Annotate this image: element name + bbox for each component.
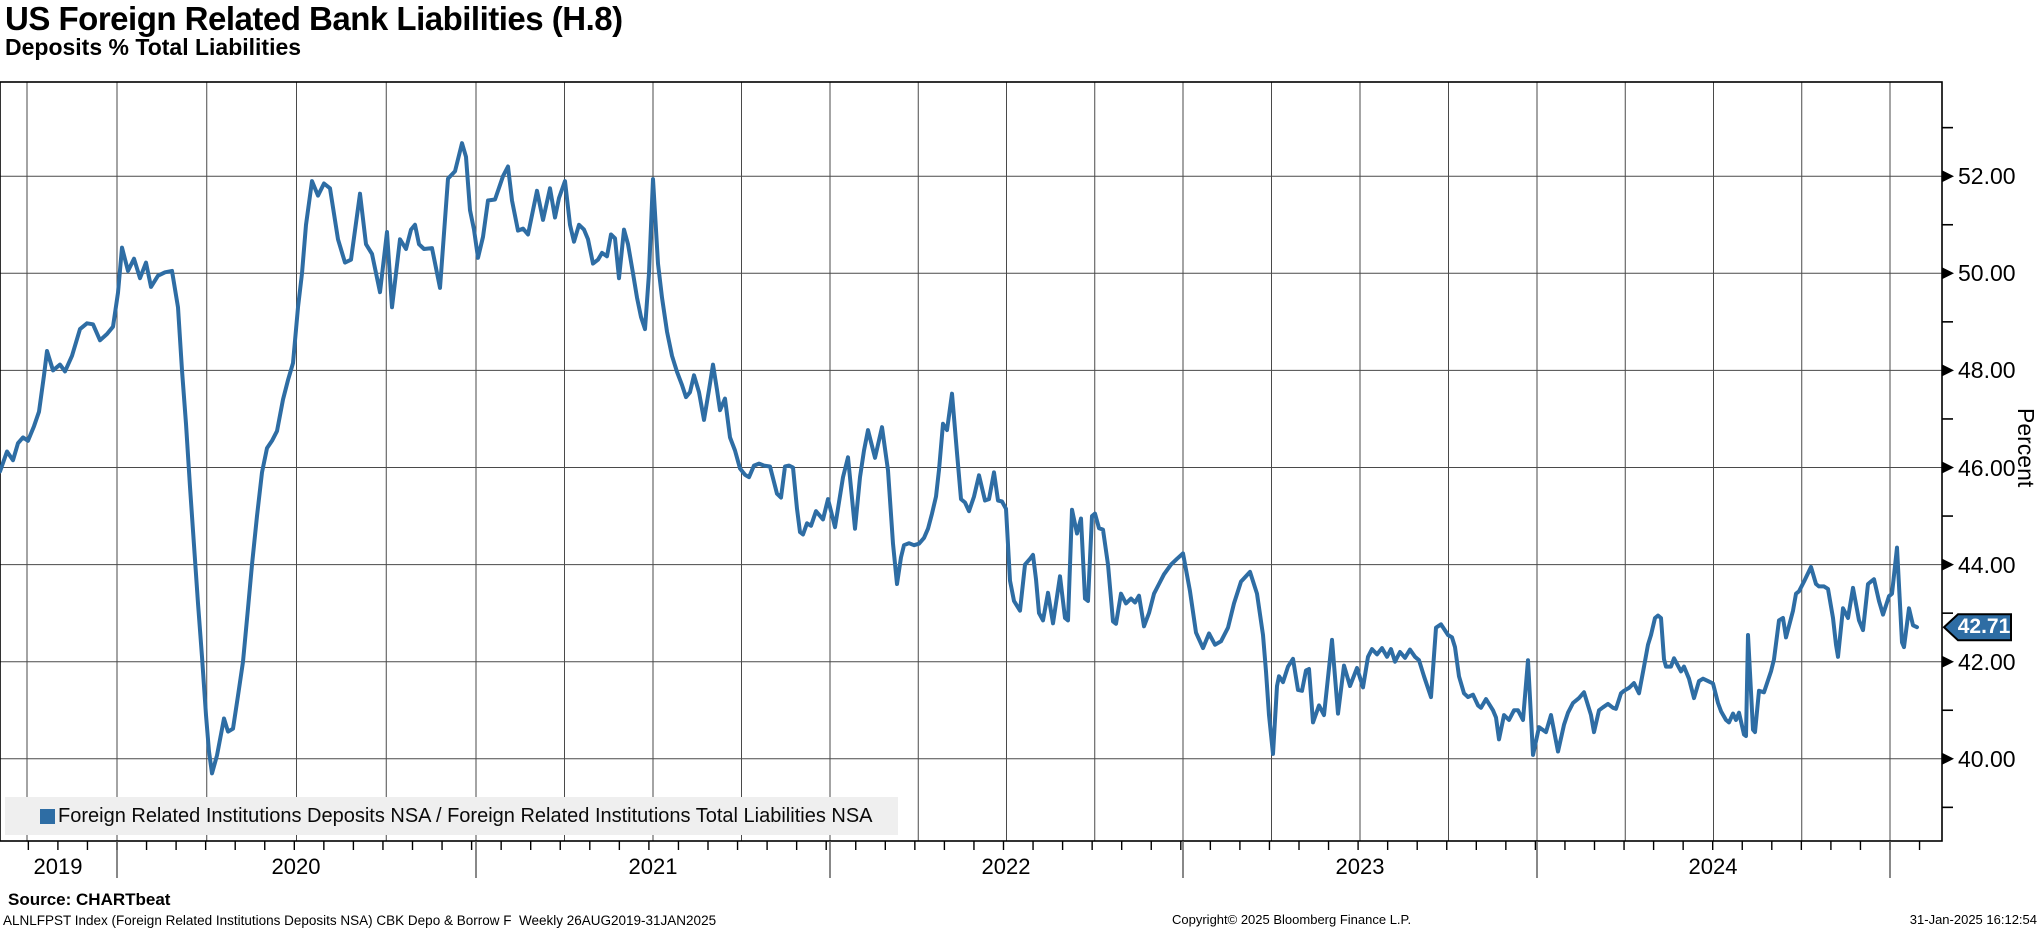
data-series-line bbox=[0, 141, 1919, 776]
page-subtitle: Deposits % Total Liabilities bbox=[5, 34, 302, 60]
y-tick-label-46.00: 46.00 bbox=[1958, 454, 2016, 481]
x-tick-label-2019: 2019 bbox=[33, 854, 83, 879]
y-tick-label-40.00: 40.00 bbox=[1958, 745, 2016, 772]
last-value-label: 42.71 bbox=[1957, 615, 2011, 639]
last-value-callout bbox=[1942, 613, 2012, 642]
x-tick-label-2022: 2022 bbox=[981, 854, 1031, 879]
copyright-notice: Copyright© 2025 Bloomberg Finance L.P. bbox=[1172, 912, 1412, 927]
x-tick-label-2021: 2021 bbox=[628, 854, 678, 879]
y-tick-label-44.00: 44.00 bbox=[1958, 551, 2016, 578]
source-label: Source: CHARTbeat bbox=[8, 890, 171, 909]
timestamp: 31-Jan-2025 16:12:54 bbox=[1909, 912, 2037, 927]
x-tick-label-2020: 2020 bbox=[271, 854, 321, 879]
y-tick-label-50.00: 50.00 bbox=[1958, 260, 2016, 287]
y-tick-label-48.00: 48.00 bbox=[1958, 357, 2016, 384]
plot-frame bbox=[0, 81, 1943, 842]
y-tick-label-42.00: 42.00 bbox=[1958, 648, 2016, 675]
page-title: US Foreign Related Bank Liabilities (H.8… bbox=[5, 0, 623, 37]
y-axis-title: Percent bbox=[2013, 408, 2039, 488]
axis-ticks bbox=[27, 126, 1954, 878]
y-tick-label-52.00: 52.00 bbox=[1958, 163, 2016, 190]
series-marker-icon bbox=[40, 808, 55, 824]
x-tick-label-2024: 2024 bbox=[1688, 854, 1738, 879]
legend-label: Foreign Related Institutions Deposits NS… bbox=[58, 804, 873, 827]
legend[interactable]: Foreign Related Institutions Deposits NS… bbox=[5, 797, 898, 835]
gridlines bbox=[0, 82, 1942, 841]
x-tick-label-2023: 2023 bbox=[1335, 854, 1385, 879]
ticker-description: ALNLFPST Index (Foreign Related Institut… bbox=[3, 913, 717, 928]
